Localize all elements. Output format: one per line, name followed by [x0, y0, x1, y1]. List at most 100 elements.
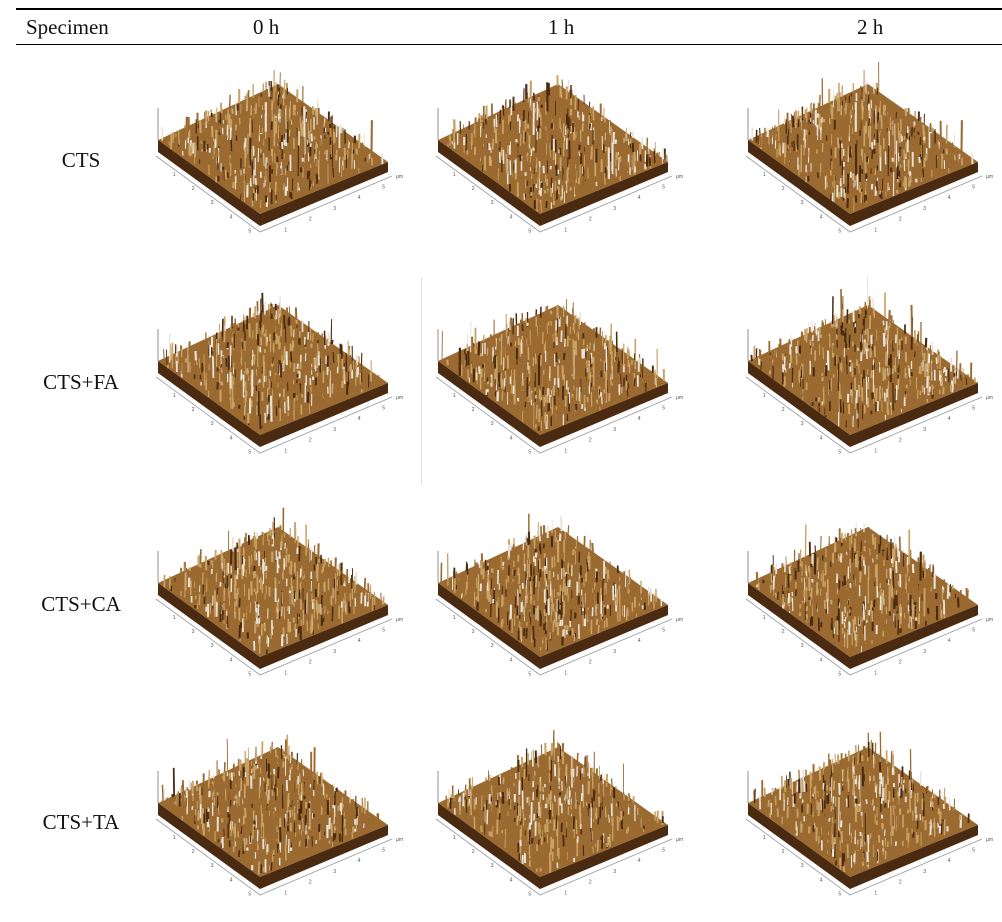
- surface-peak: [242, 636, 245, 644]
- axis-tick-label: 5: [248, 671, 251, 677]
- surface-peak: [549, 143, 551, 158]
- surface-peak: [466, 563, 469, 575]
- surface-peak: [805, 142, 808, 154]
- surface-peak: [225, 115, 227, 121]
- axis-tick-label: 3: [801, 421, 804, 427]
- axis-tick-label: 1: [284, 448, 287, 454]
- surface-peak: [603, 360, 606, 378]
- surface-peak: [603, 607, 607, 615]
- surface-peak: [557, 186, 560, 195]
- surface-peak: [497, 168, 500, 181]
- axis-tick-label: 1: [874, 448, 877, 454]
- surface-peak: [938, 141, 940, 149]
- surface-peak: [184, 562, 187, 573]
- surface-peak: [185, 116, 188, 142]
- surface-peak: [283, 401, 286, 414]
- surface-peak: [857, 178, 860, 188]
- axis-tick-label: 3: [613, 206, 616, 212]
- axis-tick-label: 3: [491, 643, 494, 649]
- axis-tick-label: 3: [613, 649, 616, 655]
- surface-edge: [438, 140, 668, 226]
- surface-peak: [505, 153, 508, 175]
- surface-peak: [218, 323, 221, 339]
- axis-unit-label: µm: [676, 617, 683, 623]
- surface-peak: [307, 814, 310, 821]
- axis-tick-label: 5: [248, 228, 251, 234]
- axis-tick-label: 1: [874, 670, 877, 676]
- axis-tick-label: 1: [453, 615, 456, 621]
- surface-peak: [296, 395, 298, 401]
- axis-unit-label: µm: [676, 395, 683, 401]
- surface-axis: [435, 155, 673, 233]
- axis-tick-label: 2: [899, 438, 902, 444]
- surface-peak: [859, 398, 862, 410]
- surface-peak: [535, 183, 538, 188]
- surface-peak: [828, 379, 831, 390]
- surface-peak: [280, 634, 284, 647]
- surface-peak: [884, 327, 887, 336]
- surface-peak: [340, 601, 343, 608]
- axis-tick-label: 4: [948, 195, 951, 201]
- axis-unit-label: µm: [986, 617, 993, 623]
- surface-peak: [777, 343, 781, 351]
- surface-peak: [489, 360, 492, 370]
- surface-peak: [571, 627, 574, 636]
- surface-peak: [868, 300, 871, 312]
- axis-tick-label: 5: [382, 184, 385, 190]
- surface-peak: [345, 352, 348, 372]
- surface-peak: [956, 368, 959, 379]
- surface-peak: [282, 830, 285, 835]
- surface-peak: [512, 619, 515, 629]
- surface-peak: [599, 392, 603, 397]
- axis-tick-label: 5: [528, 671, 531, 677]
- surface-peak: [870, 370, 873, 379]
- surface-peak: [275, 606, 279, 613]
- surface-peak: [345, 381, 349, 395]
- surface-peak: [245, 94, 249, 105]
- surface-peak: [290, 351, 293, 362]
- surface-peak: [854, 367, 856, 375]
- surface-peak: [253, 354, 256, 365]
- surface-peak: [877, 554, 881, 584]
- surface-peak: [835, 316, 838, 325]
- axis-tick-label: 3: [801, 643, 804, 649]
- surface-peak: [592, 106, 595, 121]
- surface-peak: [967, 589, 969, 601]
- surface-peak: [334, 361, 337, 369]
- axis-tick-label: 4: [638, 416, 641, 422]
- surface-peak: [470, 141, 473, 150]
- surface-peak: [320, 138, 322, 147]
- surface-peak: [838, 381, 841, 413]
- surface-peak: [775, 134, 777, 138]
- surface-peak: [312, 630, 315, 635]
- surface-peak: [265, 539, 268, 552]
- surface-peak: [264, 176, 266, 182]
- surface-peak: [310, 810, 313, 819]
- surface-peak: [507, 336, 509, 345]
- axis-tick-label: 2: [192, 407, 195, 413]
- surface-peak: [446, 359, 449, 366]
- surface-peak: [598, 136, 601, 151]
- surface-peak: [290, 325, 293, 337]
- axis-tick-label: 1: [564, 448, 567, 454]
- axis-tick-label: 3: [333, 206, 336, 212]
- axis-unit-label: µm: [676, 174, 683, 180]
- surface-peak: [529, 154, 532, 164]
- surface-peak: [851, 596, 854, 607]
- surface-peak: [356, 382, 359, 389]
- surface-peak: [543, 379, 547, 389]
- surface-peak: [177, 130, 180, 145]
- axis-unit-label: µm: [986, 174, 993, 180]
- surface-peak: [852, 564, 855, 575]
- surface-peak: [648, 148, 650, 154]
- row-label-cts-ca: CTS+CA: [41, 592, 121, 616]
- surface-base: [158, 747, 388, 877]
- surface-peak: [560, 89, 563, 99]
- surface-peak: [558, 604, 562, 610]
- surface-peak: [587, 603, 590, 608]
- surface-peak: [861, 617, 864, 622]
- surface-peak: [538, 112, 541, 118]
- surface-peak: [931, 124, 933, 134]
- axis-tick-label: 4: [510, 435, 513, 441]
- surface-peak: [529, 80, 532, 111]
